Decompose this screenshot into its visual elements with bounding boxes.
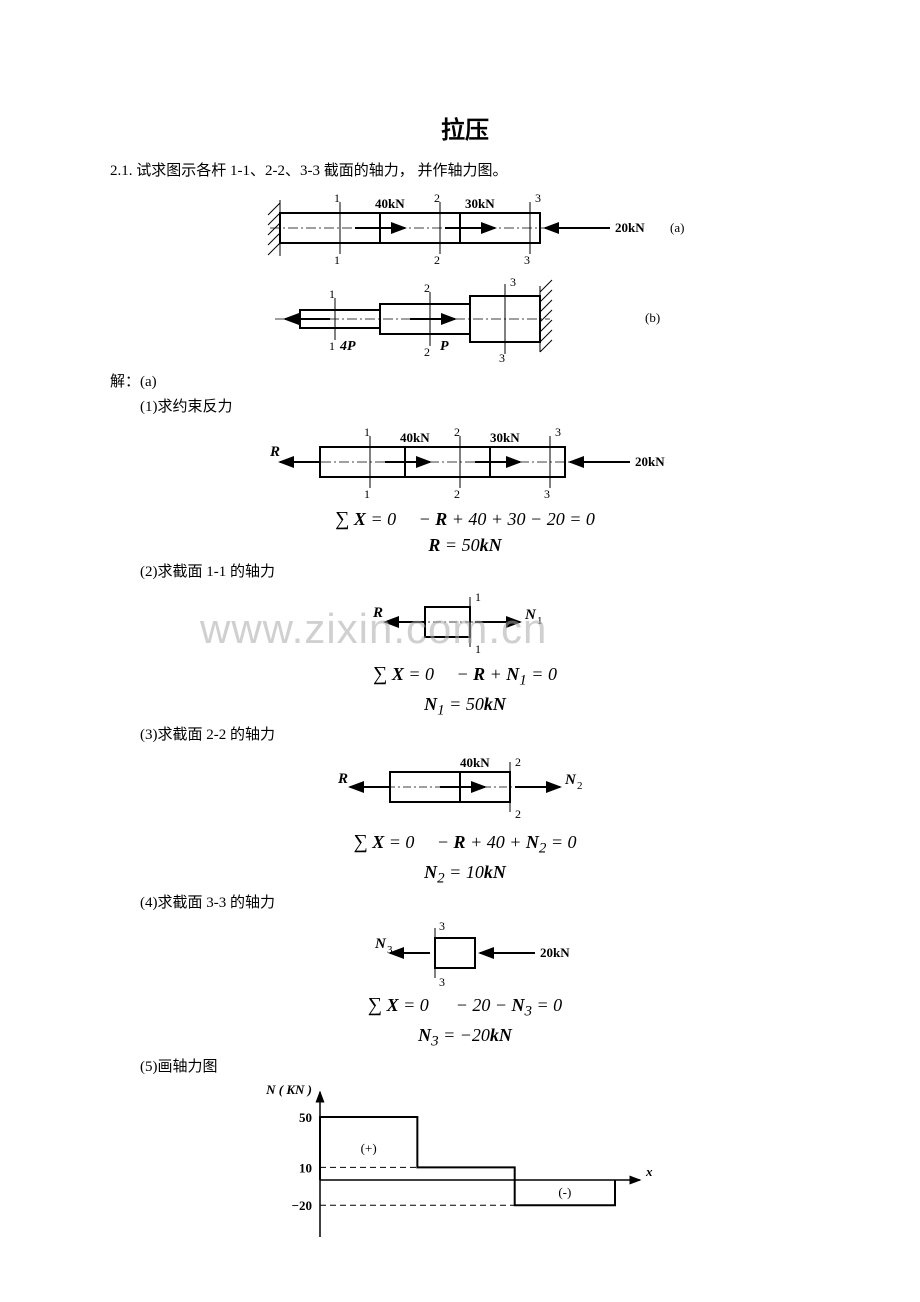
- svg-text:1: 1: [475, 590, 481, 604]
- step-1-label: (1)求约束反力: [140, 395, 820, 416]
- svg-text:N ( KN ): N ( KN ): [265, 1082, 312, 1097]
- svg-text:2: 2: [434, 253, 440, 267]
- load-30a: 30kN: [465, 196, 495, 211]
- svg-text:2: 2: [424, 281, 430, 295]
- svg-text:3: 3: [524, 253, 530, 267]
- load-4p: 4P: [339, 339, 356, 354]
- svg-text:3: 3: [510, 275, 516, 289]
- svg-text:20kN: 20kN: [635, 454, 665, 469]
- eq-sumx-d: ∑ X = 0 − 20 − N3 = 0: [110, 994, 820, 1021]
- step-3-label: (3)求截面 2-2 的轴力: [140, 723, 820, 744]
- svg-text:3: 3: [499, 351, 505, 364]
- svg-text:N: N: [564, 772, 577, 788]
- force-R1: R: [269, 444, 280, 460]
- svg-text:N: N: [524, 607, 537, 623]
- svg-text:3: 3: [544, 487, 550, 501]
- svg-text:R: R: [372, 605, 383, 621]
- eq-N2: N2 = 10kN: [110, 862, 820, 888]
- eq-sumx-a: ∑ X = 0 − R + 40 + 30 − 20 = 0: [110, 508, 820, 531]
- step-4-label: (4)求截面 3-3 的轴力: [140, 891, 820, 912]
- fbd-step3: 2 2 R 40kN N 2: [110, 750, 820, 825]
- svg-text:20kN: 20kN: [540, 945, 570, 960]
- eq-sumx-c: ∑ X = 0 − R + 40 + N2 = 0: [110, 831, 820, 858]
- svg-text:3: 3: [439, 975, 445, 988]
- eq-N1: N1 = 50kN: [110, 694, 820, 720]
- svg-text:3: 3: [535, 191, 541, 205]
- diagram-b: 1 1 2 2 3 3 4P P (b): [230, 274, 700, 364]
- load-20a: 20kN: [615, 220, 645, 235]
- svg-text:1: 1: [364, 487, 370, 501]
- svg-text:R: R: [337, 771, 348, 787]
- svg-text:x: x: [645, 1164, 653, 1179]
- svg-text:2: 2: [577, 780, 583, 792]
- svg-text:2: 2: [434, 191, 440, 205]
- figure-a: 1 1 2 2 3 3 40kN 30kN 20kN (a): [110, 188, 820, 268]
- svg-text:2: 2: [454, 487, 460, 501]
- page-title: 拉压: [110, 110, 820, 145]
- step-5-label: (5)画轴力图: [140, 1055, 820, 1076]
- svg-text:(-): (-): [558, 1184, 571, 1199]
- svg-text:3: 3: [555, 425, 561, 439]
- label-b: (b): [645, 310, 660, 325]
- svg-text:10: 10: [299, 1160, 312, 1175]
- svg-text:30kN: 30kN: [490, 430, 520, 445]
- solution-header: 解：(a): [110, 370, 820, 391]
- svg-text:1: 1: [537, 615, 543, 627]
- fbd-step2: 1 1 R N 1: [110, 587, 820, 657]
- fbd-step4: 3 3 N 3 20kN: [110, 918, 820, 988]
- step-2-label: (2)求截面 1-1 的轴力: [140, 560, 820, 581]
- load-p: P: [440, 339, 449, 354]
- svg-text:1: 1: [329, 339, 335, 353]
- svg-text:1: 1: [475, 642, 481, 656]
- svg-text:1: 1: [329, 287, 335, 301]
- svg-text:50: 50: [299, 1110, 312, 1125]
- svg-text:40kN: 40kN: [460, 755, 490, 770]
- diagram-a: 1 1 2 2 3 3 40kN 30kN 20kN (a): [230, 188, 700, 268]
- svg-text:2: 2: [454, 425, 460, 439]
- svg-text:3: 3: [439, 919, 445, 933]
- svg-text:2: 2: [424, 345, 430, 359]
- axial-force-diagram: N ( KN ) x 50 10 −20 (+) (-): [110, 1082, 820, 1242]
- eq-R50: R = 50kN: [110, 535, 820, 556]
- svg-text:3: 3: [387, 944, 393, 956]
- label-a: (a): [670, 220, 684, 235]
- svg-text:−20: −20: [292, 1198, 312, 1213]
- svg-text:2: 2: [515, 807, 521, 821]
- fbd-step1: 1 1 2 2 3 3 R 40kN 30kN 20kN: [110, 422, 820, 502]
- problem-statement: 2.1. 试求图示各杆 1-1、2-2、3-3 截面的轴力， 并作轴力图。: [110, 159, 820, 180]
- svg-text:40kN: 40kN: [400, 430, 430, 445]
- figure-b: 1 1 2 2 3 3 4P P (b): [110, 274, 820, 364]
- svg-text:(+): (+): [361, 1140, 377, 1155]
- svg-text:N: N: [374, 936, 387, 952]
- eq-N3: N3 = −20kN: [110, 1025, 820, 1051]
- eq-sumx-b: ∑ X = 0 − R + N1 = 0: [110, 663, 820, 690]
- svg-text:1: 1: [334, 191, 340, 205]
- load-40a: 40kN: [375, 196, 405, 211]
- svg-text:2: 2: [515, 755, 521, 769]
- svg-text:1: 1: [334, 253, 340, 267]
- svg-text:1: 1: [364, 425, 370, 439]
